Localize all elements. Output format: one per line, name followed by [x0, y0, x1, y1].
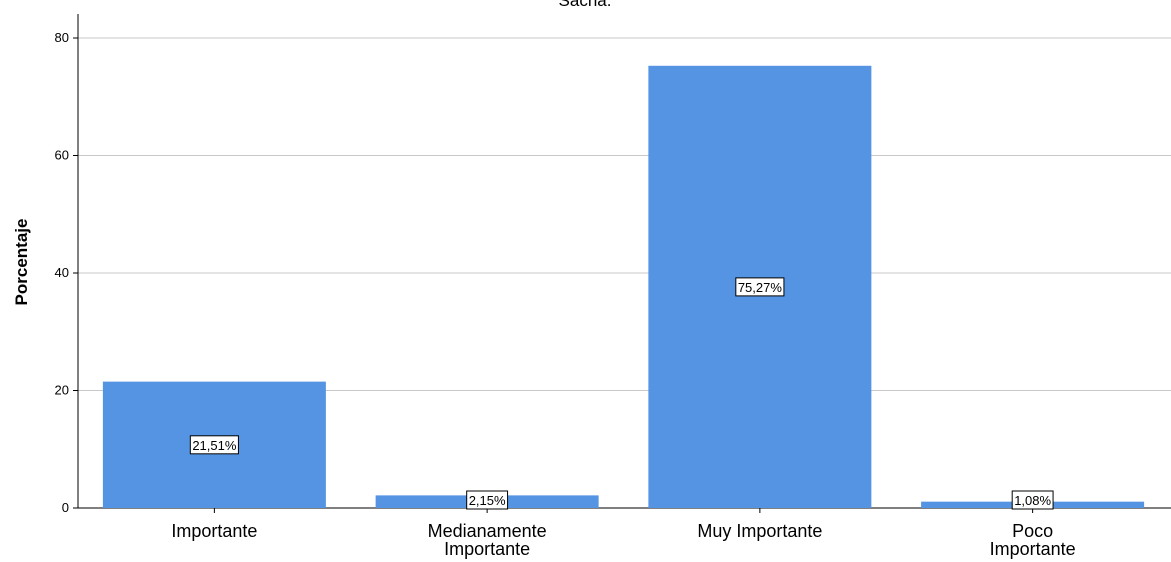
y-tick-label: 40: [55, 265, 69, 280]
data-label: 2,15%: [466, 490, 509, 510]
x-category-label: Medianamente Importante: [428, 521, 547, 559]
y-tick-label: 60: [55, 148, 69, 163]
svg-text:1,08%: 1,08%: [1014, 493, 1051, 508]
x-category-label: Importante: [171, 521, 257, 541]
svg-text:21,51%: 21,51%: [192, 438, 237, 453]
svg-text:2,15%: 2,15%: [469, 493, 506, 508]
y-axis-label: Porcentaje: [12, 219, 31, 306]
bars: [102, 65, 1145, 508]
data-labels: 21,51% 2,15% 75,27% 1,08%: [189, 277, 1054, 510]
data-label: 1,08%: [1011, 490, 1054, 510]
y-tick-label: 80: [55, 30, 69, 45]
x-category-label: Muy Importante: [697, 521, 822, 541]
data-label: 75,27%: [735, 277, 785, 297]
svg-text:75,27%: 75,27%: [738, 280, 783, 295]
y-tick-label: 20: [55, 383, 69, 398]
x-category-label: Poco Importante: [990, 521, 1076, 559]
data-label: 21,51%: [189, 435, 239, 455]
category-labels: Importante Medianamente Importante Muy Impo…: [171, 521, 1075, 559]
chart-title: Sacha.: [559, 0, 612, 10]
y-tick-label: 0: [62, 500, 69, 515]
gridlines: [78, 37, 1171, 391]
